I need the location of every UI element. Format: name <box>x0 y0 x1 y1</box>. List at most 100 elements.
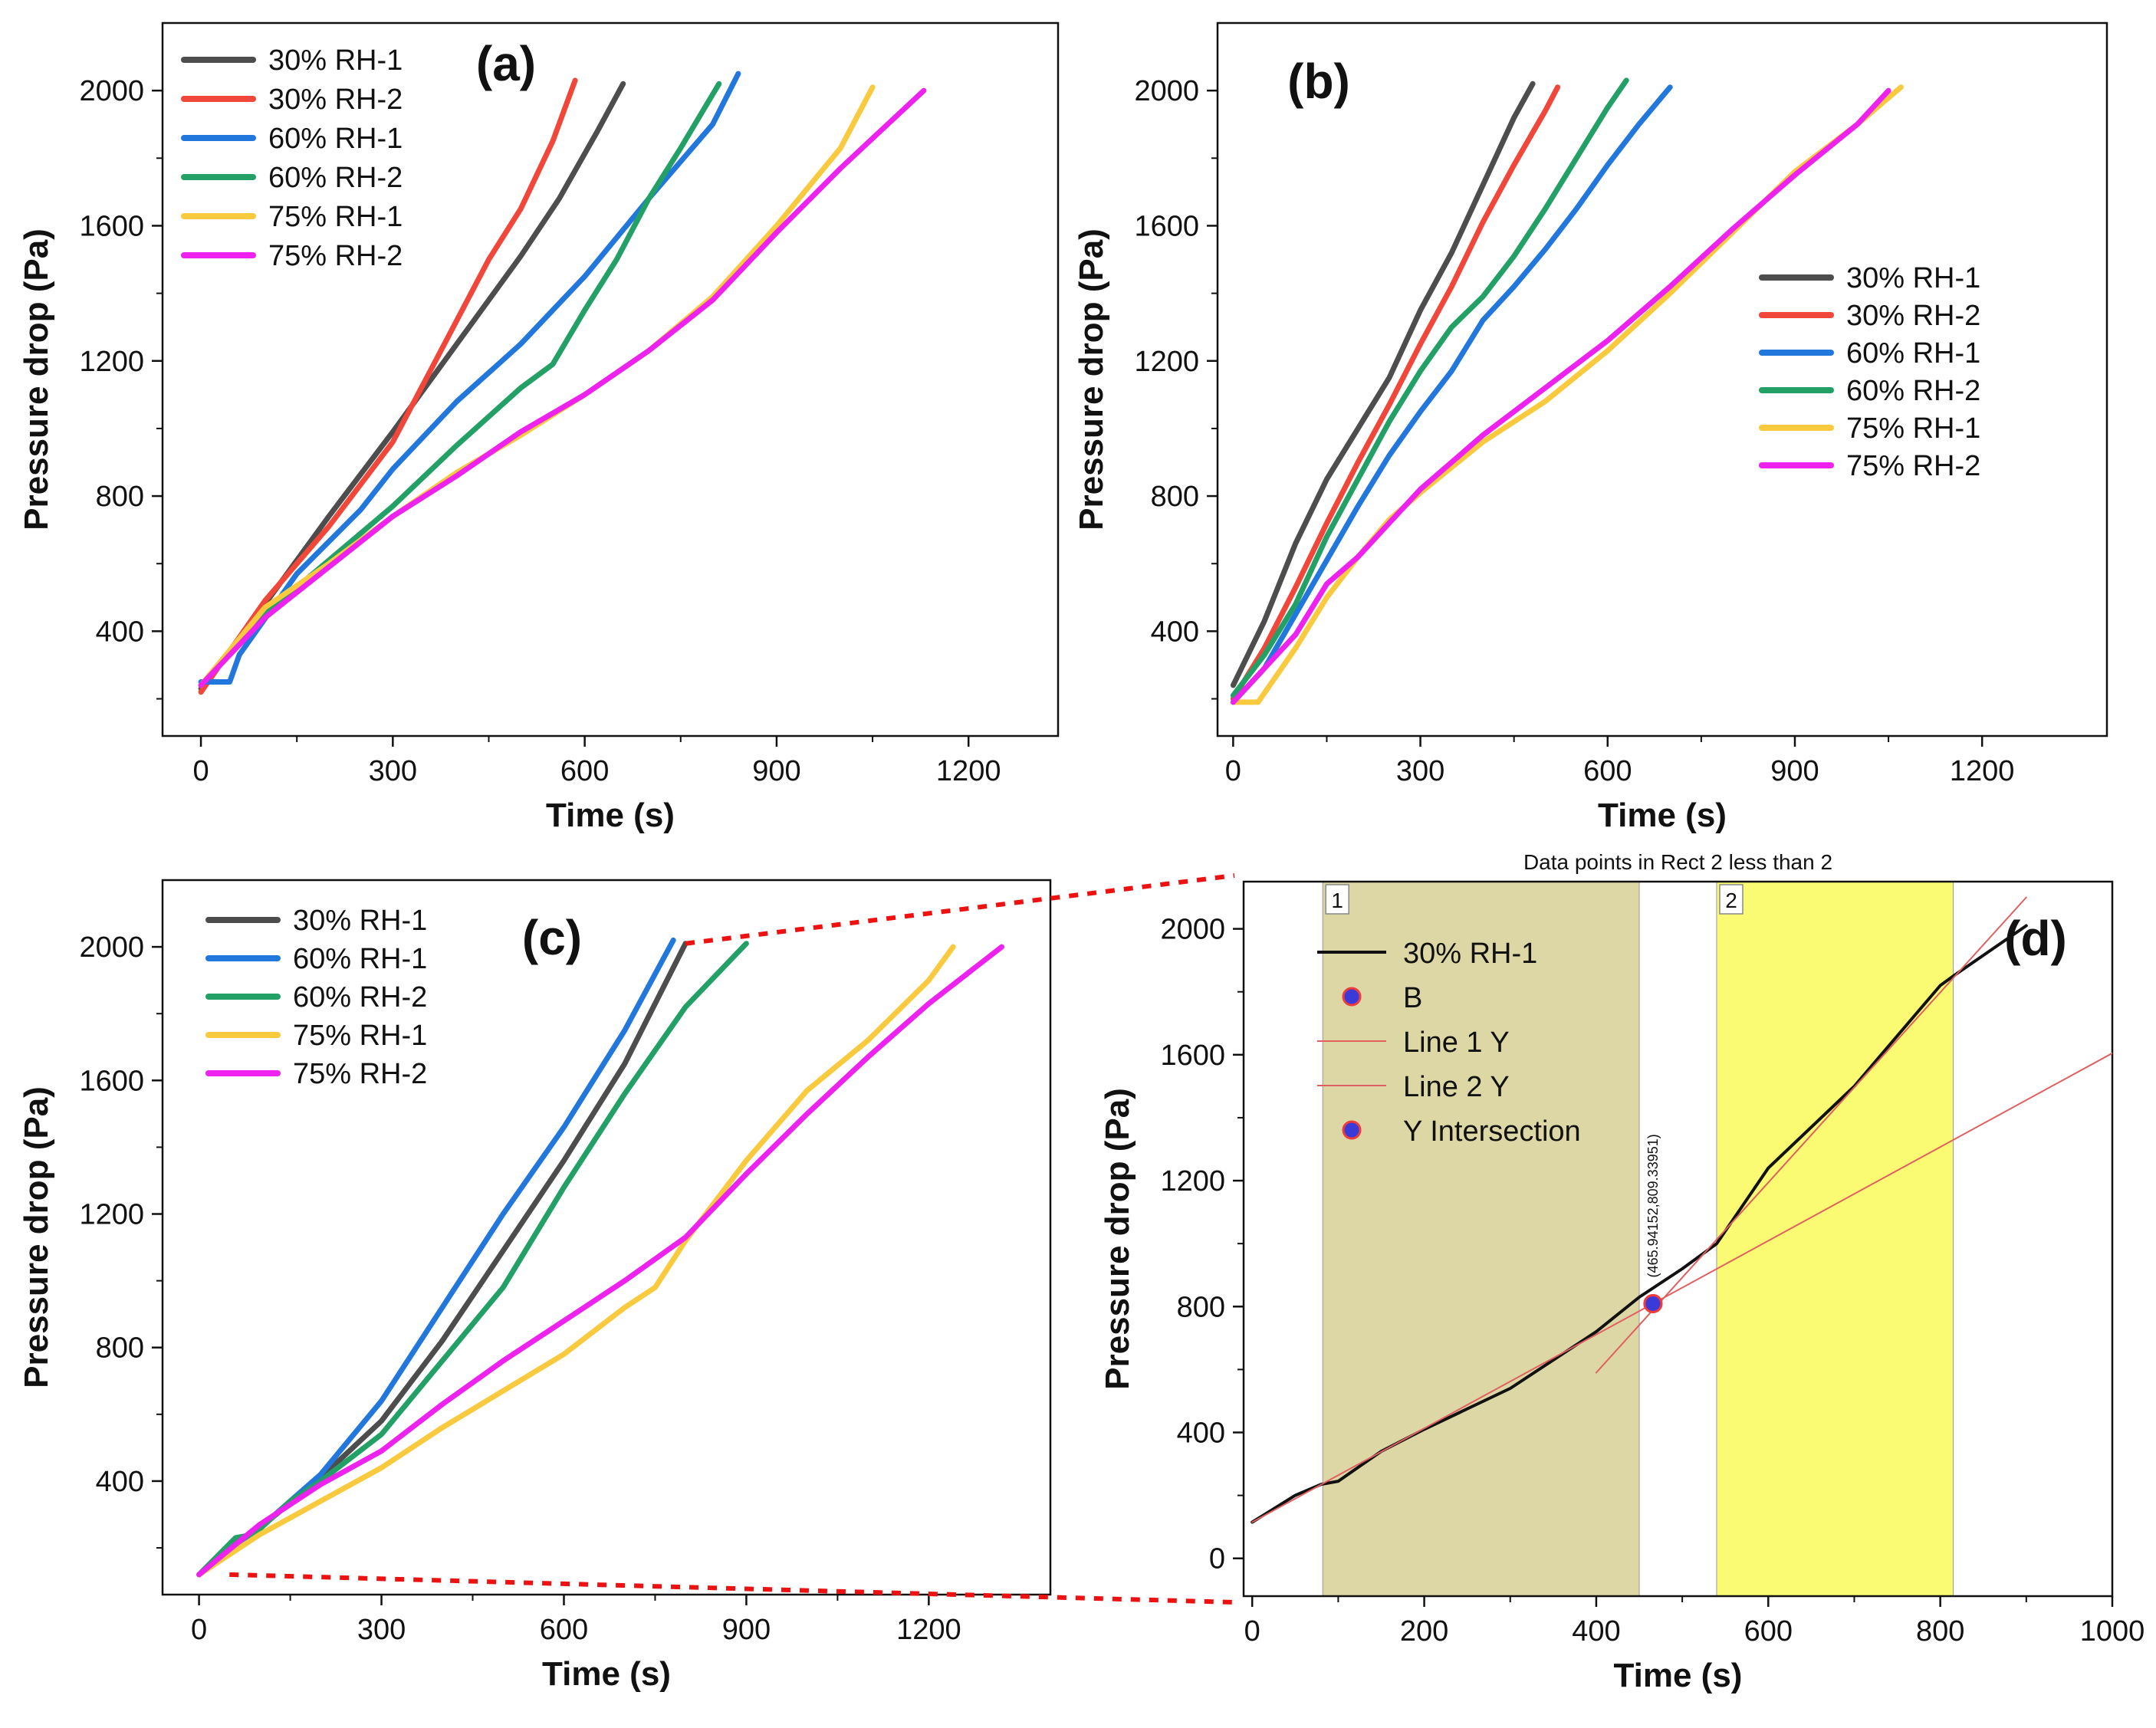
legend-label: 30% RH-1 <box>1403 938 1537 970</box>
legend: 30% RH-1 60% RH-1 60% RH-2 75% RH-1 75% RH-2 <box>205 905 427 1090</box>
y-tick-label: 1200 <box>79 346 144 378</box>
x-tick-label: 400 <box>1572 1615 1620 1648</box>
y-tick-label: 1600 <box>79 210 144 242</box>
y-tick-label: 2000 <box>79 75 144 107</box>
panel-a: 0 300 600 900 1200 400 800 1200 1600 2000 Time (s)… <box>18 21 1060 834</box>
y-tick-label: 400 <box>1151 616 1199 648</box>
series-line-60-rh-2 <box>1230 77 1629 698</box>
chart-title: Data points in Rect 2 less than 2 <box>1523 850 1832 874</box>
rect-label-box <box>1325 884 1349 915</box>
plot-frame <box>161 21 1060 738</box>
legend: 30% RH-1 30% RH-2 60% RH-1 60% RH-2 75% RH-1… <box>1759 262 1980 482</box>
legend-label: 60% RH-1 <box>268 123 403 155</box>
y-tick-label: 1200 <box>1134 346 1199 378</box>
legend-label: 60% RH-1 <box>293 943 427 975</box>
y-tick-label: 1200 <box>79 1199 144 1231</box>
y-tick-label: 1600 <box>1134 210 1199 242</box>
series-line-30-rh-1 <box>1251 924 2028 1524</box>
y-tick-label: 400 <box>96 1466 144 1498</box>
legend-label: Y Intersection <box>1403 1115 1581 1148</box>
panel-d: 1 2 0 200 400 600 800 1000 0 400 800 1200 1600 2000 Ti… <box>1099 850 2144 1694</box>
panel-b: 0 300 600 900 1200 400 800 1200 1600 2000 Time (s)… <box>1073 21 2108 834</box>
legend-label: B <box>1403 982 1422 1014</box>
x-axis-label: Time (s) <box>1598 797 1727 834</box>
x-tick-label: 0 <box>192 755 209 787</box>
y-axis-label: Pressure drop (Pa) <box>18 228 55 531</box>
y-tick-label: 1600 <box>1160 1040 1225 1072</box>
series-group <box>1230 77 1904 705</box>
rect-label-box <box>1719 884 1744 915</box>
y-tick-label: 1600 <box>79 1065 144 1097</box>
y-axis-label: Pressure drop (Pa) <box>18 1086 55 1388</box>
legend-label: 75% RH-2 <box>268 240 403 272</box>
x-axis-label: Time (s) <box>1614 1657 1743 1694</box>
legend-swatch <box>1342 1120 1362 1140</box>
y-tick-label: 2000 <box>1160 914 1225 946</box>
y-axis-label: Pressure drop (Pa) <box>1099 1088 1136 1390</box>
x-tick-label: 600 <box>1744 1615 1793 1648</box>
legend-label: 75% RH-2 <box>1846 450 1980 482</box>
zoom-connector <box>229 873 1235 1605</box>
x-tick-label: 600 <box>560 755 609 787</box>
x-tick-label: 300 <box>369 755 417 787</box>
plot-frame <box>1242 880 2114 1598</box>
series-line-75-rh-2 <box>1230 87 1891 705</box>
legend: 30% RH-1 B Line 1 Y Line 2 Y Y Intersection <box>1317 938 1581 1148</box>
panel-label: (c) <box>522 910 582 965</box>
x-axis-label: Time (s) <box>546 797 675 834</box>
series-group <box>198 71 927 695</box>
legend-label: Line 1 Y <box>1403 1027 1510 1059</box>
legend-label: 60% RH-1 <box>1846 337 1980 370</box>
x-tick-label: 200 <box>1400 1615 1448 1648</box>
legend: 30% RH-1 30% RH-2 60% RH-1 60% RH-2 75% RH-1… <box>181 44 403 272</box>
panel-c: 0 300 600 900 1200 400 800 1200 1600 2000 Time (s)… <box>18 879 1052 1693</box>
y-tick-label: 800 <box>96 481 144 513</box>
x-tick-label: 0 <box>1244 1615 1260 1648</box>
x-tick-label: 0 <box>191 1614 207 1646</box>
y-tick-label: 800 <box>96 1332 144 1365</box>
x-tick-label: 1200 <box>936 755 1001 787</box>
series-line-line-2-y <box>1595 896 2027 1374</box>
intersection-annotation: (465.94152,809.33951) <box>1645 1134 1661 1277</box>
legend-label: 60% RH-2 <box>268 162 403 194</box>
series-line-75-rh-1 <box>196 944 956 1578</box>
legend-label: 30% RH-1 <box>1846 262 1980 294</box>
x-tick-label: 300 <box>357 1614 406 1646</box>
legend-swatch <box>1342 987 1362 1007</box>
y-tick-label: 2000 <box>1134 75 1199 107</box>
x-tick-label: 900 <box>722 1614 771 1646</box>
legend-label: 30% RH-2 <box>1846 300 1980 332</box>
series-line-line-1-y <box>1251 1052 2112 1523</box>
y-tick-label: 800 <box>1177 1291 1225 1323</box>
rect-label: 2 <box>1725 889 1737 912</box>
series-line-30-rh-1 <box>196 941 689 1578</box>
legend-label: 30% RH-1 <box>268 44 403 77</box>
panel-label: (a) <box>476 36 536 91</box>
y-tick-label: 800 <box>1151 481 1199 513</box>
series-line-75-rh-1 <box>1230 84 1904 705</box>
data-point-y-intersection <box>1643 1293 1663 1313</box>
x-tick-label: 1200 <box>1950 755 2015 787</box>
series-line-75-rh-2 <box>198 87 927 688</box>
y-tick-label: 400 <box>96 616 144 648</box>
series-line-30-rh-2 <box>198 77 578 695</box>
series-line-60-rh-1 <box>1230 84 1673 705</box>
x-tick-label: 0 <box>1225 755 1241 787</box>
x-tick-label: 900 <box>1770 755 1819 787</box>
y-tick-label: 1200 <box>1160 1165 1225 1197</box>
legend-label: 75% RH-2 <box>293 1058 427 1090</box>
series-line-75-rh-2 <box>196 944 1004 1578</box>
legend-label: 75% RH-1 <box>1846 412 1980 445</box>
panel-label: (b) <box>1287 54 1350 109</box>
x-tick-label: 600 <box>1583 755 1632 787</box>
plot-frame <box>1216 21 2108 738</box>
x-tick-label: 800 <box>1916 1615 1964 1648</box>
rect-region-2 <box>1716 881 1954 1597</box>
rect-region-1 <box>1322 881 1640 1597</box>
y-tick-label: 400 <box>1177 1418 1225 1450</box>
x-tick-label: 600 <box>540 1614 588 1646</box>
y-axis-label: Pressure drop (Pa) <box>1073 228 1110 531</box>
series-group <box>196 937 1004 1578</box>
legend-label: 30% RH-1 <box>293 905 427 937</box>
